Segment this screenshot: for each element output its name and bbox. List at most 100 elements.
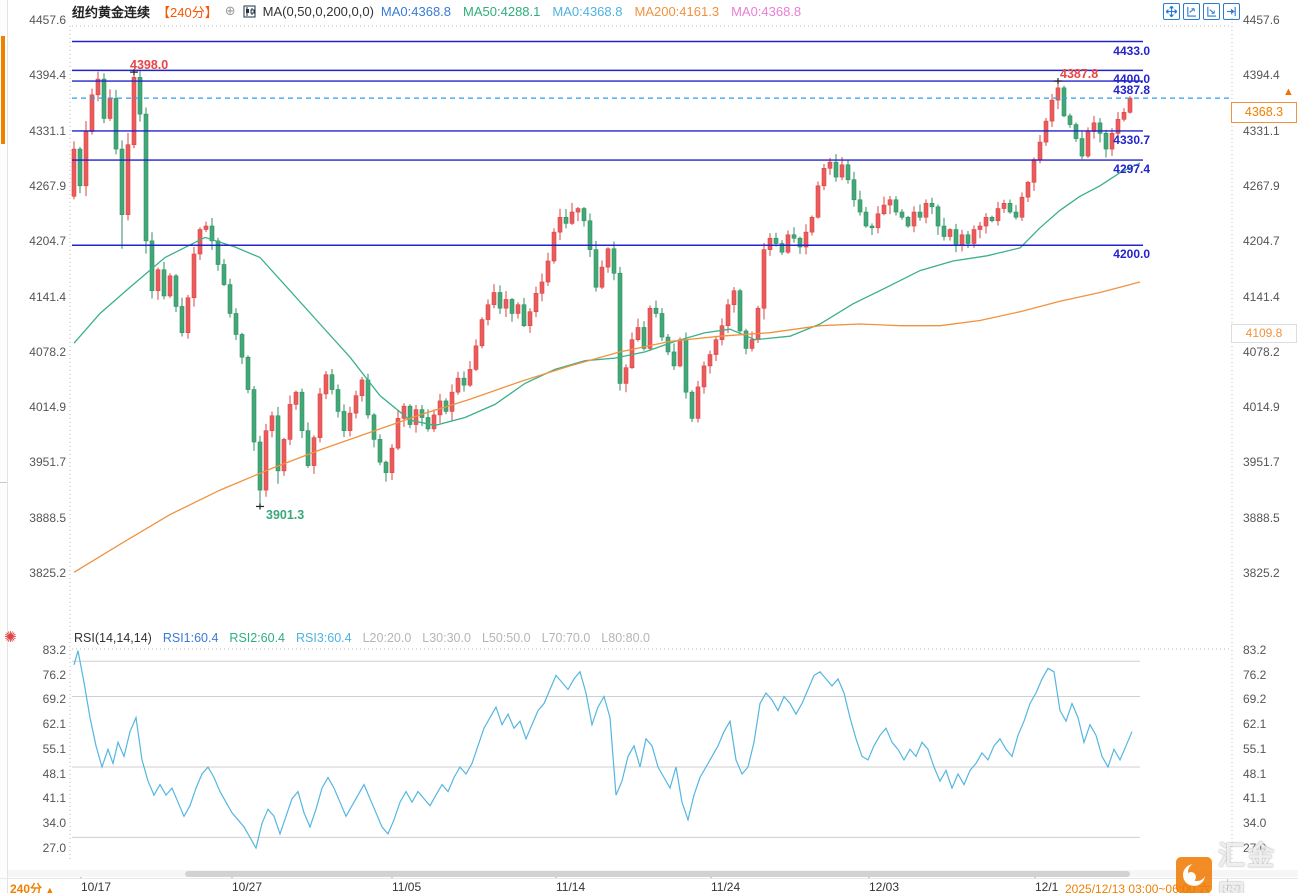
left-scrollbar[interactable]: [0, 0, 8, 893]
rsi-axis-label-left: 62.1: [42, 717, 66, 732]
candle-body: [497, 292, 503, 309]
candle-body: [239, 334, 245, 358]
watermark-name: 汇金网: [1218, 841, 1276, 893]
candle-body: [539, 281, 545, 294]
candle-body: [509, 299, 515, 314]
candle-body: [791, 234, 797, 239]
candle-body: [209, 225, 215, 242]
candle-body: [83, 131, 89, 187]
candle-body: [1055, 87, 1061, 101]
price-axis-label-left: 3888.5: [29, 510, 66, 525]
rsi-axis-label-left: 55.1: [42, 741, 66, 756]
candle-body: [683, 339, 689, 393]
pan-icon[interactable]: [1163, 3, 1180, 20]
candle-body: [959, 234, 965, 246]
price-annotation: 3901.3: [266, 508, 305, 522]
candle-body: [551, 231, 557, 262]
candle-body: [317, 393, 323, 438]
indicator-settings-icon[interactable]: ✺: [4, 629, 17, 646]
timeframe-selector[interactable]: 240分 ▲: [10, 880, 54, 893]
candle-body: [677, 339, 683, 367]
rsi-axis-label-right: 34.0: [1243, 816, 1267, 831]
candle-body: [1007, 202, 1013, 213]
candle-body: [701, 365, 707, 388]
candle-body: [605, 248, 611, 268]
rsi-axis-label-right: 76.2: [1243, 667, 1267, 682]
price-axis-label-right: 4204.7: [1243, 234, 1280, 249]
candle-body: [881, 204, 887, 215]
date-axis-label: 10/17: [81, 880, 112, 893]
candle-body: [635, 327, 641, 340]
ma-values: MA0:4368.8 MA50:4288.1 MA0:4368.8 MA200:416…: [381, 4, 801, 19]
candle-body: [857, 199, 863, 213]
bottom-divider: [0, 878, 1298, 879]
candle-body: [71, 148, 77, 197]
candle-body: [185, 297, 191, 334]
date-axis-label: 12/03: [869, 880, 900, 893]
rsi-axis-label-right: 62.1: [1243, 717, 1267, 732]
candle-body: [191, 253, 197, 299]
candle-body: [449, 391, 455, 412]
left-scrollbar-thumb[interactable]: [1, 36, 5, 144]
candlestick-chart-icon[interactable]: [243, 5, 256, 18]
rsi-header[interactable]: RSI(14,14,14) RSI1:60.4 RSI2:60.4 RSI3:60.4…: [74, 631, 650, 645]
candle-body: [653, 307, 659, 314]
price-axis-label-left: 4457.6: [29, 13, 66, 27]
candle-body: [689, 391, 695, 419]
candle-body: [899, 211, 905, 218]
candle-body: [1103, 133, 1109, 150]
candle-body: [107, 98, 113, 119]
candle-body: [197, 229, 203, 255]
price-axis-label-left: 4078.2: [29, 344, 66, 359]
candle-body: [503, 299, 509, 309]
candle-body: [431, 414, 437, 430]
candle-body: [779, 243, 785, 253]
candle-body: [137, 77, 143, 115]
level-label: 4387.8: [1113, 83, 1150, 98]
candle-body: [923, 202, 929, 218]
rsi-header-label: L30:30.0: [422, 631, 471, 645]
candle-body: [611, 248, 617, 274]
ma-value-label: MA0:4368.8: [552, 3, 623, 19]
horizontal-scrollbar-thumb[interactable]: [185, 871, 1130, 877]
candle-body: [221, 264, 227, 285]
candle-body: [935, 206, 941, 227]
candle-body: [485, 304, 491, 320]
add-indicator-icon[interactable]: ⊕: [224, 3, 236, 18]
rsi-axis-label-right: 83.2: [1243, 643, 1267, 657]
candle-body: [77, 148, 83, 187]
candle-body: [719, 325, 725, 340]
candle-body: [587, 220, 593, 250]
candle-body: [335, 389, 341, 412]
period-label[interactable]: 【240分】: [157, 4, 218, 20]
price-axis-label-right: 4394.4: [1243, 68, 1280, 83]
candle-body: [755, 307, 761, 340]
candle-body: [743, 330, 749, 349]
instrument-title: 纽约黄金连续: [72, 4, 151, 20]
price-axis-label-right: 4078.2: [1243, 344, 1280, 359]
candle-body: [377, 439, 383, 463]
candle-body: [1037, 141, 1043, 160]
ma-value-label: MA50:4288.1: [463, 3, 541, 19]
price-up-arrow-icon: ▲: [1283, 86, 1294, 98]
left-scrollbar-tick: [0, 482, 7, 483]
ma-settings-label[interactable]: MA(0,50,0,200,0,0): [262, 3, 374, 19]
current-price-badge: 4368.3: [1231, 102, 1297, 124]
candle-body: [1031, 159, 1037, 183]
candle-body: [533, 293, 539, 313]
candle-body: [1067, 115, 1073, 125]
ma-line-ma200: [73, 281, 1141, 573]
rsi-header-label: L50:50.0: [481, 631, 531, 645]
fit-x-axis-icon[interactable]: [1203, 3, 1220, 20]
fit-y-axis-icon[interactable]: [1183, 3, 1200, 20]
candle-body: [257, 441, 263, 491]
candle-body: [821, 168, 827, 187]
candle-body: [575, 208, 581, 213]
goto-latest-icon[interactable]: [1223, 3, 1240, 20]
candle-body: [461, 377, 467, 386]
candle-body: [389, 447, 395, 473]
candle-body: [227, 284, 233, 314]
candle-body: [623, 367, 629, 384]
